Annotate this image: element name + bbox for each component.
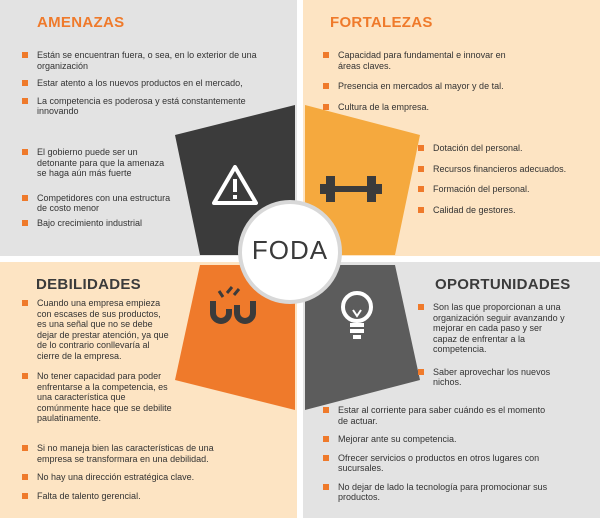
list-item: No tener capacidad para poder enfrentars… <box>22 371 172 424</box>
warning-icon <box>212 165 258 205</box>
amenazas-list-lower: El gobierno puede ser un detonante para … <box>22 147 172 228</box>
list-item: Son las que proporcionan a una organizac… <box>418 302 568 355</box>
lightbulb-icon <box>341 291 373 339</box>
list-item: No dejar de lado la tecnología para prom… <box>323 482 553 503</box>
list-item: Falta de talento gerencial. <box>22 491 222 502</box>
list-item: Calidad de gestores. <box>418 205 588 216</box>
center-label: FODA <box>251 235 329 265</box>
fortalezas-title: FORTALEZAS <box>330 14 433 31</box>
list-item: Mejorar ante su competencia. <box>323 434 553 445</box>
list-item: No hay una dirección estratégica clave. <box>22 472 222 483</box>
center-circle <box>238 200 342 304</box>
fortalezas-list: Capacidad para fundamental e innovar en … <box>323 50 528 112</box>
star-arm-fortalezas <box>305 105 420 255</box>
list-item: Saber aprovechar los nuevos nichos. <box>418 367 568 388</box>
list-item: Cuando una empresa empieza con escases d… <box>22 298 172 361</box>
list-item: Bajo crecimiento industrial <box>22 218 172 229</box>
debilidades-title: DEBILIDADES <box>36 276 141 293</box>
dumbbell-icon <box>320 176 382 202</box>
list-item: Ofrecer servicios o productos en otros l… <box>323 453 553 474</box>
broken-magnet-icon <box>210 286 256 324</box>
list-item: Formación del personal. <box>418 184 588 195</box>
list-item: Estar atento a los nuevos productos en e… <box>22 78 262 89</box>
list-item: Están se encuentran fuera, o sea, en lo … <box>22 50 262 71</box>
amenazas-title: AMENAZAS <box>37 14 125 31</box>
oportunidades-list: Son las que proporcionan a una organizac… <box>418 302 568 388</box>
amenazas-list: Están se encuentran fuera, o sea, en lo … <box>22 50 262 117</box>
oportunidades-list-lower: Estar al corriente para saber cuándo es … <box>323 405 553 503</box>
list-item: La competencia es poderosa y está consta… <box>22 96 262 117</box>
star-arm-debilidades <box>175 265 295 410</box>
debilidades-list-lower: Si no maneja bien las características de… <box>22 443 222 501</box>
list-item: Si no maneja bien las características de… <box>22 443 222 464</box>
list-item: El gobierno puede ser un detonante para … <box>22 147 172 179</box>
star-arm-oportunidades <box>305 265 420 410</box>
list-item: Dotación del personal. <box>418 143 588 154</box>
list-item: Recursos financieros adecuados. <box>418 164 588 175</box>
debilidades-list: Cuando una empresa empieza con escases d… <box>22 298 172 424</box>
list-item: Estar al corriente para saber cuándo es … <box>323 405 553 426</box>
oportunidades-title: OPORTUNIDADES <box>435 276 571 293</box>
list-item: Capacidad para fundamental e innovar en … <box>323 50 528 71</box>
list-item: Cultura de la empresa. <box>323 102 528 113</box>
list-item: Competidores con una estructura de costo… <box>22 193 172 214</box>
fortalezas-list-lower: Dotación del personal. Recursos financie… <box>418 143 588 215</box>
list-item: Presencia en mercados al mayor y de tal. <box>323 81 528 92</box>
